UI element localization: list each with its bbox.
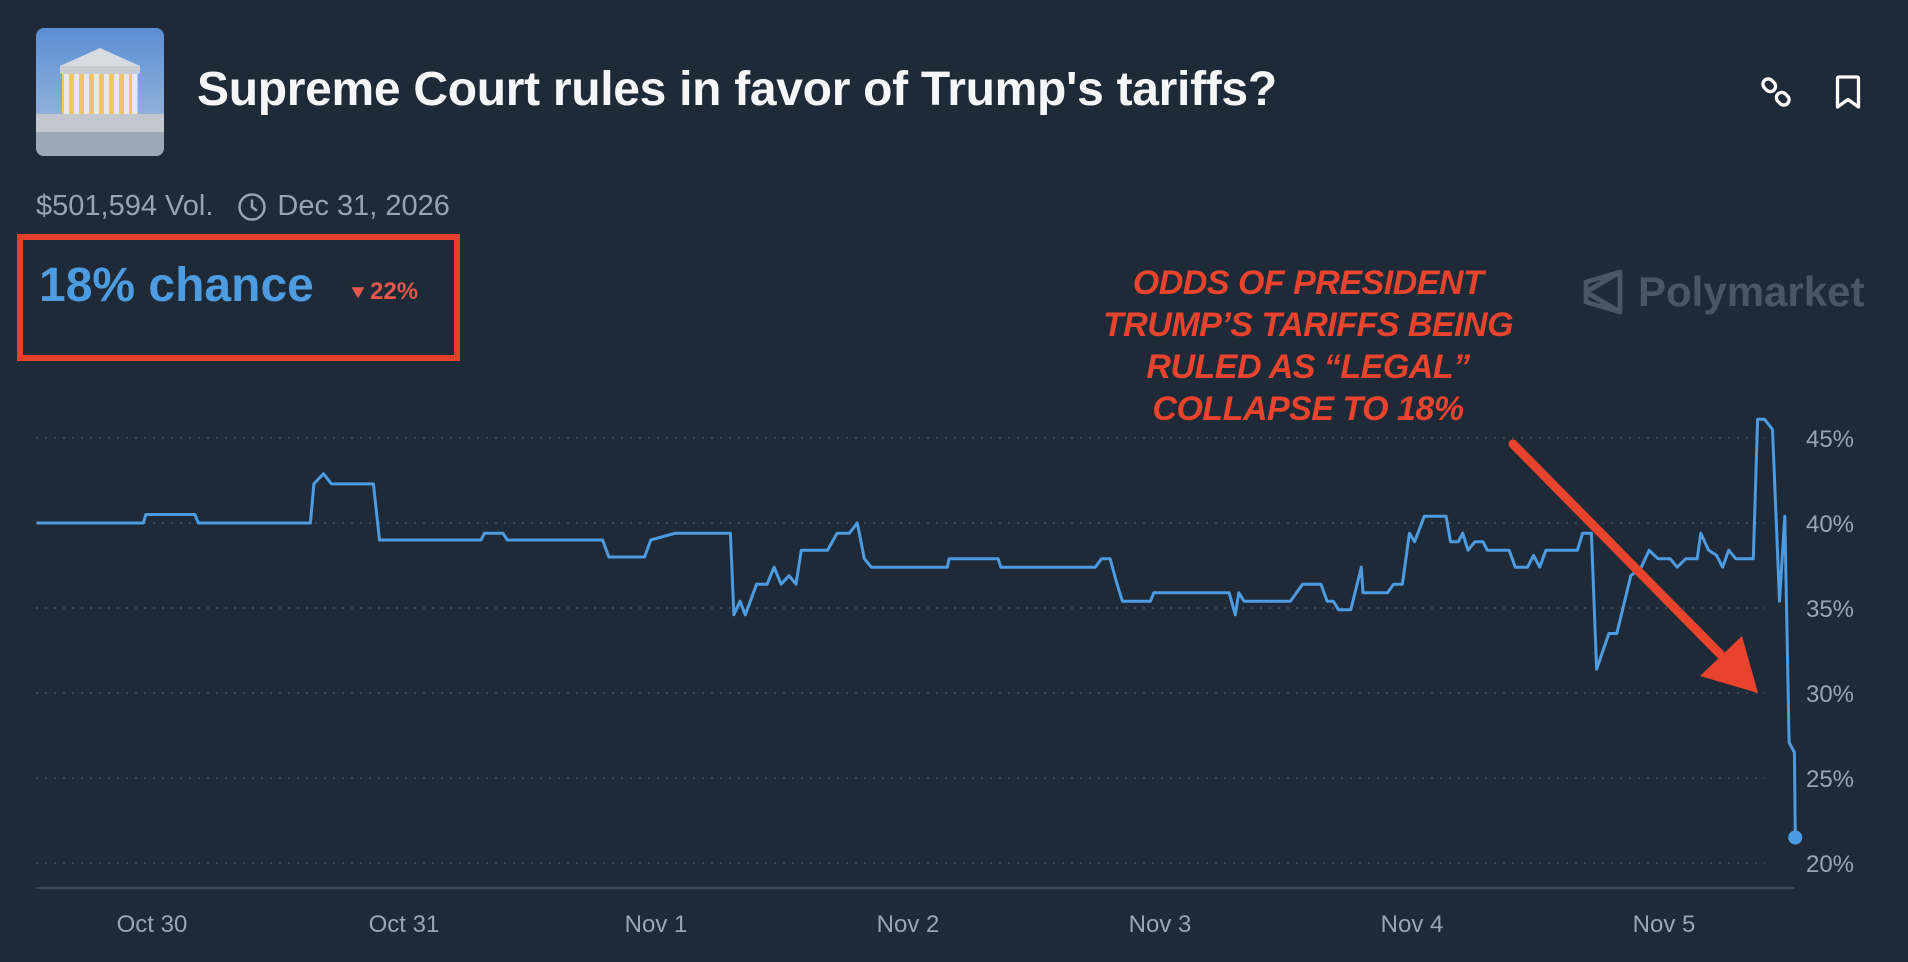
y-tick-label: 30%	[1806, 681, 1854, 708]
triangle-down-icon	[351, 287, 365, 299]
x-tick-label: Nov 3	[1129, 911, 1192, 938]
link-icon	[1761, 77, 1791, 107]
brand-name: Polymarket	[1638, 268, 1865, 315]
y-tick-label: 45%	[1806, 426, 1854, 453]
volume: $501,594 Vol.	[36, 190, 214, 222]
annotation-arrow	[1508, 439, 1758, 693]
annotation-line: TRUMP’S TARIFFS BEING	[1102, 306, 1514, 344]
series-line	[36, 417, 1797, 838]
y-tick-label: 35%	[1806, 596, 1854, 623]
y-tick-label: 40%	[1806, 511, 1854, 538]
end-date: Dec 31, 2026	[277, 190, 450, 222]
supreme-court-building-image	[36, 28, 164, 156]
polymarket-watermark: Polymarket	[1582, 268, 1864, 316]
annotation-line: COLLAPSE TO 18%	[1152, 390, 1464, 428]
polymarket-logo-icon	[1583, 269, 1623, 315]
bookmark-button[interactable]	[1832, 74, 1864, 115]
x-tick-label: Nov 5	[1633, 911, 1696, 938]
clock-icon	[238, 192, 267, 221]
x-tick-label: Nov 2	[877, 911, 940, 938]
copy-link-button[interactable]	[1758, 74, 1794, 115]
market-meta: $501,594 Vol. Dec 31, 2026	[36, 190, 450, 223]
change-value: 22%	[370, 278, 419, 305]
x-tick-label: Oct 30	[117, 911, 188, 938]
x-tick-label: Nov 4	[1381, 911, 1444, 938]
change-badge: 22%	[350, 278, 418, 306]
annotation-line: RULED AS “LEGAL”	[1146, 348, 1470, 386]
y-tick-label: 20%	[1806, 851, 1854, 878]
market-thumbnail	[36, 28, 164, 156]
annotation-text: ODDS OF PRESIDENT TRUMP’S TARIFFS BEING …	[1058, 262, 1558, 430]
x-tick-label: Nov 1	[625, 911, 688, 938]
x-tick-label: Oct 31	[369, 911, 440, 938]
annotation-line: ODDS OF PRESIDENT	[1132, 264, 1484, 302]
highlight-box	[17, 234, 460, 361]
chance-value: 18% chance	[39, 259, 314, 312]
series-end-point	[1788, 830, 1803, 845]
y-tick-label: 25%	[1806, 766, 1854, 793]
market-title: Supreme Court rules in favor of Trump's …	[197, 63, 1277, 116]
bookmark-icon	[1835, 75, 1861, 109]
